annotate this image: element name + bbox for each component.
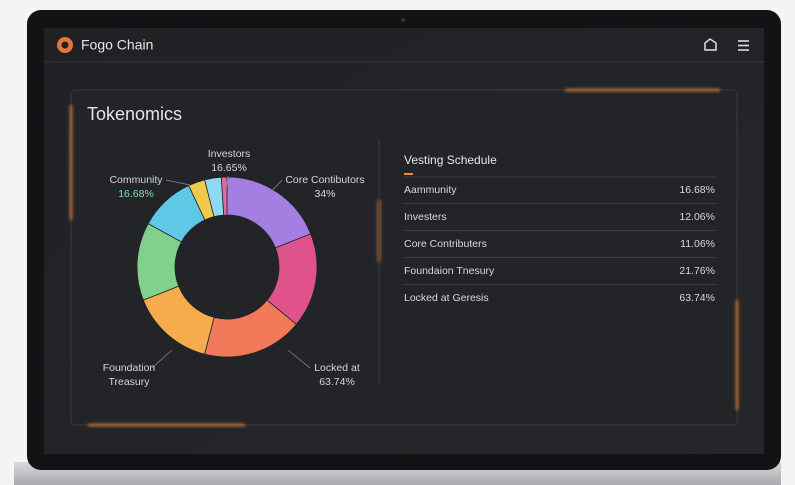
vesting-table: Aammunity 16.68% Investers 12.06% Core Contr… bbox=[404, 184, 716, 304]
row-value: 11.06% bbox=[680, 238, 715, 250]
row-value: 21.76% bbox=[679, 265, 715, 277]
menu-icon[interactable] bbox=[738, 40, 749, 51]
camera bbox=[401, 18, 405, 22]
row-value: 16.68% bbox=[679, 184, 715, 196]
donut-label: Locked at bbox=[314, 362, 360, 374]
donut-label: 16.65% bbox=[211, 162, 247, 174]
row-label: Foundaion Tnesury bbox=[404, 265, 495, 277]
donut-label: Core Contibutors bbox=[285, 174, 364, 186]
brand: Fogo Chain bbox=[81, 37, 153, 53]
donut-label: Investors bbox=[208, 148, 251, 160]
donut-chart bbox=[136, 176, 318, 358]
vesting-title: Vesting Schedule bbox=[404, 153, 497, 167]
donut-segment bbox=[220, 176, 228, 216]
row-label: Investers bbox=[404, 211, 447, 223]
row-label: Core Contributers bbox=[404, 238, 487, 250]
logo bbox=[57, 37, 73, 53]
donut-label: Treasury bbox=[108, 376, 150, 388]
row-value: 63.74% bbox=[679, 292, 715, 304]
row-label: Aammunity bbox=[404, 184, 457, 196]
donut-label: Foundation bbox=[103, 362, 156, 374]
row-value: 12.06% bbox=[679, 211, 715, 223]
leader-lines bbox=[151, 175, 311, 369]
donut-label: 63.74% bbox=[319, 376, 355, 388]
notification-icon[interactable] bbox=[704, 38, 717, 51]
row-label: Locked at Geresis bbox=[404, 292, 489, 304]
donut-label: 34% bbox=[314, 188, 335, 200]
title-underline bbox=[404, 173, 413, 175]
donut-label: Community bbox=[109, 174, 163, 186]
donut-label: 16.68% bbox=[118, 188, 154, 200]
card-title: Tokenomics bbox=[87, 104, 182, 124]
